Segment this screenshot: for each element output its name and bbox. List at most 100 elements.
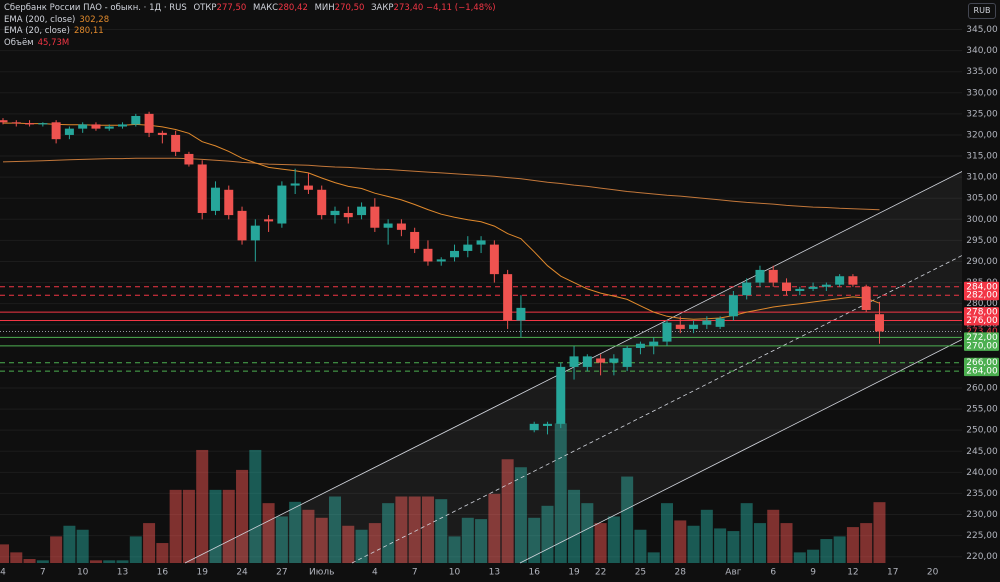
x-tick-label: 4 [372,568,378,578]
y-tick-label: 330,00 [966,88,998,98]
volume-bar [236,469,249,563]
candle-body [51,122,61,140]
candle-body [396,223,406,230]
candle-body [742,282,752,296]
volume-bar [594,523,607,563]
symbol-title: Сбербанк России ПАО - обыкн. · 1Д · RUS [4,3,187,13]
y-tick-label: 280,00 [966,299,998,309]
x-tick-label: 16 [157,568,169,578]
candle-body [118,124,128,127]
candle-body [277,185,287,224]
volume-bar [793,552,806,563]
volume-bar [568,489,581,563]
currency-button[interactable]: RUB [968,3,996,19]
y-tick-label: 235,00 [966,489,998,499]
candles [0,111,884,435]
candle-body [157,132,167,135]
channel-mid [351,253,966,564]
ohlc-value: 273,40 [393,3,424,13]
level-label: 266,00 [966,358,998,368]
y-tick-label: 295,00 [966,236,998,246]
legend-row: Объём 45,73M [4,38,496,50]
y-tick-label: 220,00 [966,552,998,562]
volume-bar [209,489,222,563]
volume-bar [674,520,687,563]
candle-body [131,115,141,125]
candle-body [782,282,792,291]
candle-body [25,123,35,125]
legend-value: 45,73M [37,37,70,48]
level-tag [964,307,999,318]
x-tick-label: 12 [847,568,858,578]
volume-bar [262,503,275,563]
volume-bar [700,509,713,563]
candle-body [264,219,274,222]
ohlc-value: 280,42 [278,3,308,13]
x-tick-label: 24 [236,568,248,578]
level-label: 270,00 [966,341,998,351]
volume-bar [714,528,727,563]
candle-body [874,314,884,332]
candle-body [144,113,154,133]
price-levels [0,286,962,372]
header: Сбербанк России ПАО - обыкн. · 1Д · RUS … [4,3,496,49]
candle-body [11,122,21,124]
volume-bar [63,525,76,563]
y-tick-label: 315,00 [966,152,998,162]
candle-body [64,128,74,135]
volume-bar [382,503,395,563]
volume-bar [355,529,368,563]
price-axis: 220,00 225,00 230,00 235,00 240,00 245,00 250,… [964,25,999,562]
candle-body [609,358,619,363]
candle-body [290,183,300,186]
x-tick-label: 20 [927,568,939,578]
candle-body [357,206,367,216]
ohlc-label: ОТКР [193,3,217,13]
candle-body [503,274,513,321]
volume-bar [421,496,434,563]
time-axis: 4 7 10 13 16 19 24 27 Июль 4 7 10 13 16 19 22 25 28 Авг 6 9 1… [0,568,938,578]
volume-bar [807,549,820,563]
ema-line [2,157,880,211]
candle-body [476,240,486,245]
y-tick-label: 335,00 [966,67,998,77]
change: −4,11 (−1,48%) [426,3,496,13]
x-tick-label: 6 [770,568,776,578]
candle-body [848,276,858,285]
candle-body [38,123,48,125]
volume-bar [156,543,169,563]
volume-bar [36,560,49,563]
channel-lower [519,337,966,564]
volume-bar [50,536,63,563]
ohlc-value: 270,50 [334,3,365,13]
candle-body [423,248,433,262]
volume-bar [581,503,594,563]
level-label: 284,00 [966,282,998,292]
volume-bar [222,489,235,563]
y-tick-label: 260,00 [966,384,998,394]
candle-body [556,366,566,424]
candle-body [689,324,699,329]
y-tick-label: 225,00 [966,531,998,541]
volume-bar [435,499,448,563]
level-tag [964,332,999,343]
candle-body [649,341,659,346]
volume-bar [448,536,461,563]
volume-bar [607,516,620,563]
legend-name: EMA (200, close) [4,14,76,25]
volume-bar [315,517,328,563]
volume-bar [767,509,780,563]
candle-body [622,347,632,367]
x-tick-label: 25 [635,568,646,578]
volume-bar [727,531,740,563]
x-tick-label: 28 [675,568,687,578]
volume-bar [740,503,753,563]
volume-pane [0,423,886,563]
x-tick-label: Авг [725,568,741,578]
volume-bar [661,503,673,563]
candle-body [370,206,380,228]
x-tick-label: 22 [595,568,606,578]
level-tag [964,357,999,368]
y-tick-label: 290,00 [966,257,998,267]
volume-bar [289,501,302,563]
